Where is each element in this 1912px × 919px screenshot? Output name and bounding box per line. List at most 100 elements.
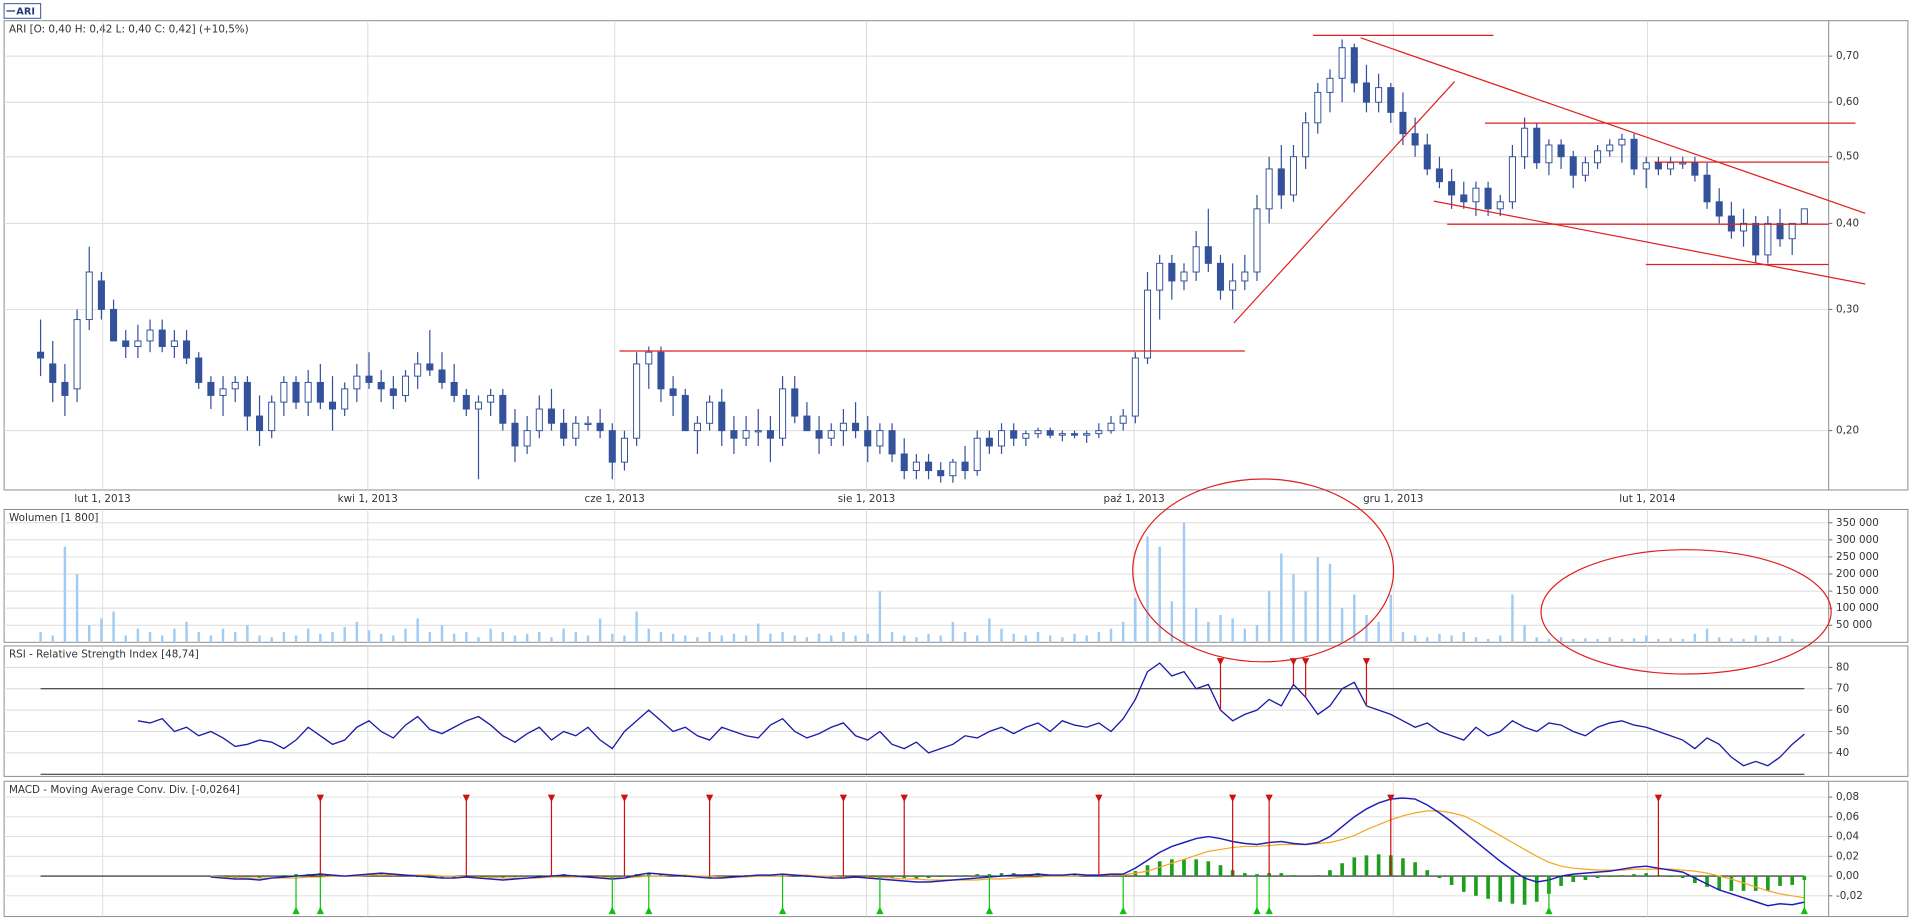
candle-body (1460, 194, 1468, 203)
volume-bar (343, 626, 346, 643)
candle-body (377, 381, 385, 390)
x-tick-label: lut 1, 2014 (1619, 493, 1676, 505)
candle-body (730, 430, 738, 439)
histogram-bar (829, 876, 834, 879)
candle-body (912, 461, 920, 472)
sell-signal (1216, 658, 1225, 666)
histogram-bar (1255, 874, 1259, 877)
volume-bar (367, 630, 371, 643)
y-tick-label: 0,04 (1836, 831, 1859, 843)
volume-bar (221, 628, 225, 643)
volume-bar (1170, 601, 1174, 643)
annotations (619, 34, 1866, 675)
histogram-bar (938, 876, 943, 878)
legend-box (3, 3, 42, 19)
x-tick-label: gru 1, 2013 (1363, 493, 1423, 505)
candle-body (815, 430, 823, 439)
candle-body (681, 394, 689, 432)
buy-signal (985, 906, 994, 915)
candle-body (669, 388, 677, 396)
histogram-bar (1413, 862, 1417, 877)
candle-body (572, 422, 580, 439)
candle-body (1691, 162, 1699, 176)
volume-bar (39, 632, 42, 643)
panel (3, 780, 1909, 918)
candle-body (487, 394, 495, 403)
candle-body (718, 401, 726, 432)
candle-body (61, 381, 69, 396)
candle-body (1752, 222, 1760, 256)
y-tick-label: 40 (1836, 747, 1849, 759)
volume-bar (988, 618, 991, 643)
buy-signal (1545, 906, 1553, 915)
candle-body (1216, 262, 1225, 291)
sell-signal (316, 794, 325, 802)
volume-bar (842, 632, 845, 643)
candle-body (925, 461, 933, 472)
histogram-bar (1620, 875, 1624, 877)
buy-signal (1800, 906, 1809, 915)
candle-body (1667, 162, 1675, 170)
volume-bar (1486, 638, 1490, 643)
histogram-bar (1206, 861, 1211, 877)
trend-line (1360, 37, 1866, 214)
candle-body (207, 381, 215, 396)
volume-bar (1182, 522, 1186, 643)
volume-bar (1061, 637, 1064, 643)
x-tick-label: lut 1, 2013 (74, 493, 130, 505)
volume-bar (817, 633, 821, 643)
volume-bar (769, 633, 772, 643)
sell-signal (839, 794, 848, 802)
candle-body (620, 437, 628, 463)
macd-line (210, 797, 1805, 907)
volume-bar (1717, 637, 1721, 643)
volume-bar (452, 633, 456, 643)
candle-body (134, 340, 142, 348)
candle-body (1083, 433, 1091, 436)
volume-bar (757, 623, 760, 643)
y-tick-label: 200 000 (1836, 568, 1879, 580)
volume-bar (1109, 628, 1113, 643)
volume-bar (294, 635, 298, 643)
candle-body (1192, 246, 1200, 273)
sell-signal (705, 794, 714, 802)
candle-body (839, 422, 847, 432)
histogram-bar (659, 874, 663, 877)
candle-body (1800, 208, 1808, 224)
volume-bar (246, 625, 249, 643)
histogram-bar (500, 876, 505, 879)
volume-bar (1462, 632, 1465, 643)
panel (3, 645, 1909, 777)
candle-body (268, 401, 276, 432)
volume-bar (586, 635, 590, 643)
candle-body (1740, 222, 1748, 232)
sell-signal (462, 794, 470, 802)
histogram-bar (1583, 876, 1588, 881)
candle-body (1253, 208, 1261, 273)
panel (3, 20, 1909, 491)
candle-body (1131, 357, 1139, 417)
volume-bar (1146, 536, 1149, 643)
candle-body (1095, 430, 1103, 435)
histogram-bar (1534, 876, 1539, 902)
candle-body (474, 401, 483, 410)
y-tick-label: 0,60 (1836, 96, 1859, 108)
volume-bar (1085, 635, 1088, 643)
y-tick-label: 60 (1836, 704, 1849, 716)
volume-bar (1596, 638, 1599, 643)
candle-body (219, 388, 227, 396)
volume-bar (1207, 621, 1210, 643)
x-tick-label: kwi 1, 2013 (338, 493, 398, 505)
y-tick-label: 0,40 (1836, 217, 1859, 229)
candle-body (414, 363, 422, 377)
sell-signal (547, 794, 556, 802)
y-tick-label: 50 (1836, 725, 1849, 737)
histogram-bar (282, 875, 286, 877)
candle-body (255, 415, 264, 432)
candle-body (195, 357, 203, 383)
volume-bar (1328, 563, 1332, 643)
histogram-bar (646, 873, 651, 877)
candle-body (1618, 138, 1626, 146)
y-tick-label: 80 (1836, 661, 1849, 673)
